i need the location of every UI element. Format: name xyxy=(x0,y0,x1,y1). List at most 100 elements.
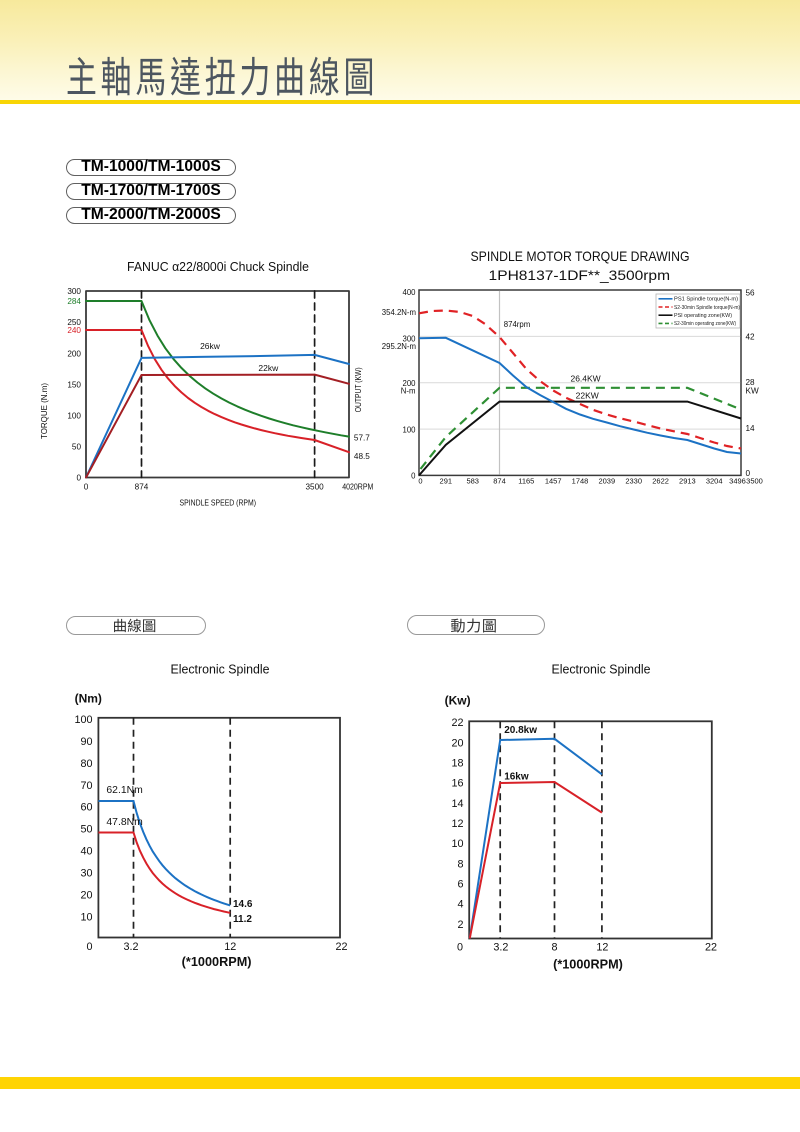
svg-text:1748: 1748 xyxy=(572,476,589,485)
svg-text:12: 12 xyxy=(451,818,463,830)
svg-text:874rpm: 874rpm xyxy=(504,320,530,329)
svg-text:874: 874 xyxy=(493,476,506,485)
svg-text:90: 90 xyxy=(80,736,92,748)
svg-text:SPINDLE SPEED (RPM): SPINDLE SPEED (RPM) xyxy=(180,498,257,508)
svg-text:2330: 2330 xyxy=(625,476,642,485)
svg-text:FANUC α22/8000i Chuck Spindle: FANUC α22/8000i Chuck Spindle xyxy=(127,260,309,274)
svg-text:0: 0 xyxy=(457,941,463,953)
svg-text:26.4KW: 26.4KW xyxy=(570,374,600,384)
svg-text:KW: KW xyxy=(746,387,759,396)
svg-text:1457: 1457 xyxy=(545,476,562,485)
svg-text:291: 291 xyxy=(440,476,453,485)
svg-text:2622: 2622 xyxy=(652,476,669,485)
svg-text:12: 12 xyxy=(224,941,236,953)
svg-text:3500: 3500 xyxy=(305,483,324,492)
svg-text:12: 12 xyxy=(596,941,608,953)
svg-text:2913: 2913 xyxy=(679,476,696,485)
svg-text:295.2N-m: 295.2N-m xyxy=(382,342,416,351)
svg-text:0: 0 xyxy=(418,476,422,485)
svg-text:4: 4 xyxy=(457,899,463,911)
svg-text:PS1 Spindle torque(N-m): PS1 Spindle torque(N-m) xyxy=(674,297,738,303)
svg-text:2: 2 xyxy=(457,919,463,931)
svg-text:100: 100 xyxy=(402,425,416,434)
svg-text:0: 0 xyxy=(746,469,751,478)
svg-text:14: 14 xyxy=(746,424,756,433)
svg-text:0: 0 xyxy=(76,474,81,483)
svg-text:62.1Nm: 62.1Nm xyxy=(106,785,142,796)
svg-text:16kw: 16kw xyxy=(504,772,529,783)
svg-text:3496: 3496 xyxy=(729,476,746,485)
svg-text:S2-30min operating zone(KW): S2-30min operating zone(KW) xyxy=(674,321,736,327)
svg-text:22kw: 22kw xyxy=(258,363,279,373)
svg-text:240: 240 xyxy=(67,326,81,335)
svg-text:3204: 3204 xyxy=(706,476,723,485)
svg-text:0: 0 xyxy=(84,483,89,492)
svg-text:22: 22 xyxy=(451,717,463,729)
svg-text:22: 22 xyxy=(335,941,347,953)
svg-text:100: 100 xyxy=(74,714,92,726)
svg-text:14: 14 xyxy=(451,798,463,810)
svg-text:16: 16 xyxy=(451,778,463,790)
svg-text:11.2: 11.2 xyxy=(233,914,252,925)
svg-text:22: 22 xyxy=(705,941,717,953)
svg-text:SPINDLE MOTOR TORQUE DRAWING: SPINDLE MOTOR TORQUE DRAWING xyxy=(471,248,690,264)
svg-text:400: 400 xyxy=(402,288,416,297)
svg-text:56: 56 xyxy=(746,288,756,297)
svg-text:3.2: 3.2 xyxy=(123,941,138,953)
svg-text:80: 80 xyxy=(80,758,92,770)
svg-text:57.7: 57.7 xyxy=(354,433,370,442)
svg-text:300: 300 xyxy=(67,287,81,296)
svg-text:26kw: 26kw xyxy=(200,341,221,351)
svg-text:100: 100 xyxy=(67,412,81,421)
svg-text:60: 60 xyxy=(80,802,92,814)
svg-text:20: 20 xyxy=(80,890,92,902)
svg-text:OUTPUT (KW): OUTPUT (KW) xyxy=(353,367,363,412)
svg-text:3.2: 3.2 xyxy=(493,941,508,953)
svg-text:6: 6 xyxy=(457,878,463,890)
svg-text:20.8kw: 20.8kw xyxy=(504,725,537,736)
svg-text:8: 8 xyxy=(551,941,557,953)
svg-text:28: 28 xyxy=(746,378,756,387)
svg-text:8: 8 xyxy=(457,858,463,870)
svg-text:250: 250 xyxy=(67,318,81,327)
svg-text:1PH8137-1DF**_3500rpm: 1PH8137-1DF**_3500rpm xyxy=(489,267,671,283)
svg-text:20: 20 xyxy=(451,737,463,749)
svg-text:10: 10 xyxy=(451,838,463,850)
svg-text:3500: 3500 xyxy=(746,476,763,485)
svg-text:S2-30min Spindle torque(N-m): S2-30min Spindle torque(N-m) xyxy=(674,305,740,311)
svg-text:22KW: 22KW xyxy=(576,391,599,401)
svg-text:TORQUE (N.m): TORQUE (N.m) xyxy=(39,383,49,439)
svg-text:48.5: 48.5 xyxy=(354,452,370,461)
svg-text:284: 284 xyxy=(67,297,81,306)
svg-text:2039: 2039 xyxy=(598,476,615,485)
svg-text:300: 300 xyxy=(402,334,416,343)
svg-text:354.2N-m: 354.2N-m xyxy=(382,308,416,317)
svg-text:50: 50 xyxy=(72,443,82,452)
svg-text:30: 30 xyxy=(80,868,92,880)
svg-text:10: 10 xyxy=(80,911,92,923)
svg-text:(Kw): (Kw) xyxy=(445,693,471,707)
svg-text:47.8Nm: 47.8Nm xyxy=(106,817,142,828)
svg-text:N-m: N-m xyxy=(401,386,416,395)
svg-text:0: 0 xyxy=(86,941,92,953)
svg-text:Electronic Spindle: Electronic Spindle xyxy=(171,662,270,677)
svg-text:70: 70 xyxy=(80,780,92,792)
svg-text:50: 50 xyxy=(80,824,92,836)
svg-text:Electronic Spindle: Electronic Spindle xyxy=(552,662,651,677)
svg-text:(*1000RPM): (*1000RPM) xyxy=(553,957,623,971)
svg-text:0: 0 xyxy=(411,472,416,481)
svg-text:874: 874 xyxy=(135,483,149,492)
svg-text:PSI operating zone(KW): PSI operating zone(KW) xyxy=(674,313,732,319)
svg-text:18: 18 xyxy=(451,758,463,770)
svg-text:200: 200 xyxy=(402,379,416,388)
svg-text:4020RPM: 4020RPM xyxy=(342,483,373,492)
svg-text:583: 583 xyxy=(466,476,479,485)
svg-text:(*1000RPM): (*1000RPM) xyxy=(182,955,252,969)
svg-text:1165: 1165 xyxy=(518,476,534,485)
svg-text:200: 200 xyxy=(67,349,81,358)
svg-text:150: 150 xyxy=(67,380,81,389)
svg-text:(Nm): (Nm) xyxy=(75,692,102,706)
svg-text:40: 40 xyxy=(80,846,92,858)
svg-text:42: 42 xyxy=(746,333,756,342)
svg-text:14.6: 14.6 xyxy=(233,899,253,910)
